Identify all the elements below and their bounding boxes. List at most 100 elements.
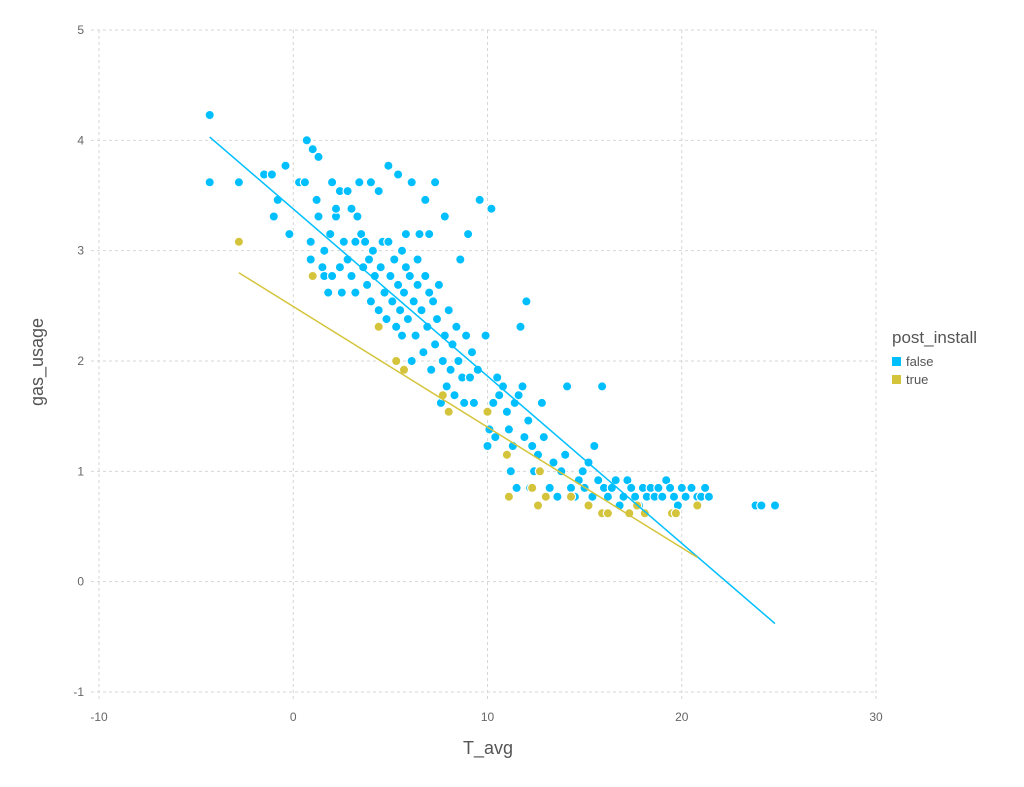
data-point-false [373, 305, 384, 316]
data-point-true [624, 508, 635, 519]
y-axis-title: gas_usage [27, 318, 48, 406]
data-point-false [233, 177, 245, 188]
data-point-false [311, 194, 322, 206]
data-point-false [350, 287, 361, 298]
data-point-true [540, 491, 552, 502]
data-point-false [464, 372, 476, 383]
data-point-true [443, 406, 454, 417]
data-point-false [756, 500, 767, 511]
data-point-false [346, 270, 357, 282]
legend-label-true: true [906, 372, 928, 387]
data-point-true [503, 491, 515, 502]
data-point-false [389, 254, 400, 265]
data-point-false [560, 449, 571, 460]
data-point-true [482, 406, 493, 417]
data-point-false [313, 211, 324, 222]
data-point-false [307, 143, 318, 155]
data-point-false [326, 270, 338, 282]
legend-title: post_install [892, 328, 977, 347]
x-axis-title: T_avg [463, 738, 513, 759]
data-point-false [538, 431, 550, 443]
data-point-false [527, 440, 538, 452]
data-point-false [548, 457, 559, 468]
data-point-false [420, 270, 431, 282]
data-point-false [406, 177, 417, 188]
x-tick-label: -10 [90, 710, 108, 724]
y-tick-label: 5 [77, 23, 84, 37]
data-point-false [336, 287, 347, 298]
legend-swatch-false [892, 357, 901, 366]
data-point-false [412, 254, 423, 265]
data-point-false [455, 254, 466, 265]
data-point-true [639, 508, 651, 519]
data-point-false [577, 466, 588, 477]
data-point-false [354, 177, 365, 188]
data-point-false [519, 431, 530, 443]
data-point-false [352, 211, 363, 222]
data-point-false [414, 228, 425, 240]
data-point-false [443, 305, 454, 316]
data-point-false [402, 313, 414, 325]
data-point-false [610, 475, 621, 486]
data-points [204, 109, 781, 519]
data-point-false [367, 245, 379, 256]
grid [91, 29, 877, 700]
data-point-true [534, 466, 546, 477]
data-point-false [361, 279, 373, 291]
y-tick-label: -1 [73, 685, 84, 699]
data-point-false [416, 305, 427, 316]
data-point-false [472, 364, 483, 375]
data-point-false [406, 355, 417, 367]
data-point-true [307, 270, 318, 282]
data-point-false [437, 355, 448, 367]
data-point-false [305, 236, 316, 247]
data-point-false [459, 397, 470, 409]
data-point-false [501, 406, 513, 417]
x-tick-label: 20 [675, 710, 689, 724]
data-point-false [387, 296, 398, 307]
data-point-false [657, 491, 668, 502]
data-point-true [692, 500, 703, 511]
data-point-false [593, 475, 604, 486]
data-point-true [532, 500, 544, 511]
data-point-false [305, 254, 316, 265]
data-point-true [670, 508, 682, 519]
data-point-false [565, 482, 577, 494]
data-point-false [676, 482, 688, 494]
x-tick-label: 30 [869, 710, 883, 724]
data-point-true [373, 321, 384, 332]
data-point-false [342, 185, 353, 197]
data-point-false [439, 211, 450, 222]
data-point-false [492, 372, 503, 383]
data-point-false [391, 321, 402, 332]
data-point-false [396, 330, 408, 341]
data-point-false [427, 296, 439, 307]
data-point-false [513, 390, 524, 401]
data-point-true [602, 508, 614, 519]
data-point-false [596, 381, 608, 392]
data-point-false [451, 321, 462, 332]
data-point-false [441, 381, 452, 392]
data-point-false [511, 482, 522, 494]
data-point-false [503, 424, 515, 435]
data-point-false [536, 397, 548, 409]
data-point-false [462, 228, 474, 240]
data-point-false [363, 254, 375, 265]
data-point-false [521, 296, 532, 307]
data-point-false [544, 482, 555, 494]
data-point-false [317, 262, 328, 273]
data-point-false [664, 482, 676, 494]
data-point-false [480, 330, 491, 341]
data-point-false [445, 364, 456, 375]
y-tick-label: 2 [77, 354, 84, 368]
data-point-false [404, 270, 415, 282]
data-point-true [527, 482, 538, 494]
trend-lines [209, 136, 776, 625]
legend: post_install false true [892, 328, 977, 387]
data-point-false [420, 194, 431, 206]
data-point-false [346, 203, 357, 214]
data-point-false [552, 491, 563, 502]
data-point-false [449, 390, 460, 401]
